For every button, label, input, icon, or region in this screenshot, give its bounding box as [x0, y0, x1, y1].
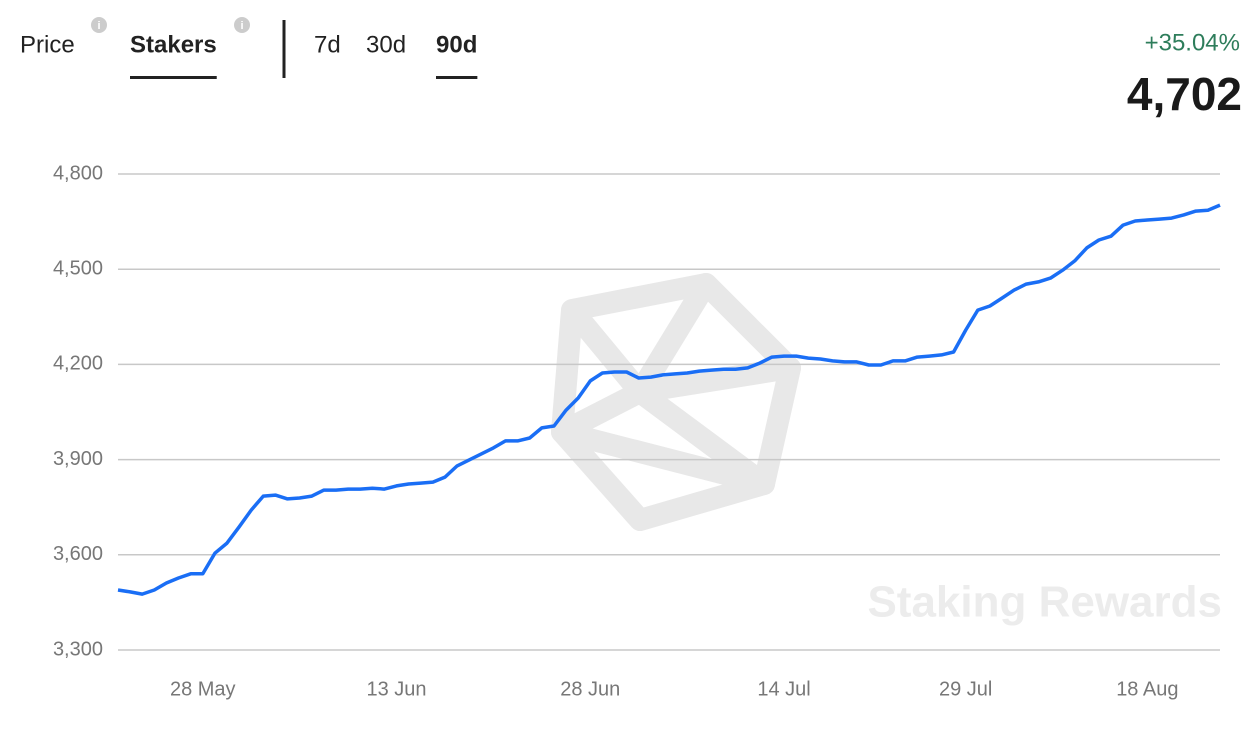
period-tab[interactable]: 30d: [366, 31, 406, 58]
active-underline: [436, 76, 478, 79]
y-tick-label: 3,900: [53, 448, 103, 470]
period-tab[interactable]: 90d: [436, 31, 477, 58]
current-value: 4,702: [1127, 68, 1242, 120]
y-tick-label: 4,800: [53, 162, 103, 184]
y-tick-label: 3,600: [53, 543, 103, 565]
tab[interactable]: Stakers: [130, 31, 217, 58]
tab[interactable]: Price: [20, 31, 75, 58]
x-tick-label: 18 Aug: [1116, 678, 1178, 700]
x-tick-label: 29 Jul: [939, 678, 992, 700]
watermark-logo: [551, 273, 801, 531]
svg-text:i: i: [240, 20, 243, 32]
svg-text:i: i: [97, 20, 100, 32]
y-tick-label: 3,300: [53, 638, 103, 660]
header: Price i Stakers i 7d 30d 90d +35.04% 4,7…: [20, 17, 1242, 120]
info-icon[interactable]: i: [91, 17, 107, 33]
info-icon[interactable]: i: [234, 17, 250, 33]
x-tick-label: 28 Jun: [560, 678, 620, 700]
x-tick-label: 13 Jun: [366, 678, 426, 700]
period-tab[interactable]: 7d: [314, 31, 341, 58]
line: [117, 203, 1221, 596]
x-tick-label: 28 May: [170, 678, 236, 700]
plot: 3,300 3,600 3,900 4,200 4,500 4,800 28 May 13 J…: [53, 162, 1221, 700]
y-tick-label: 4,500: [53, 257, 103, 279]
x-tick-label: 14 Jul: [757, 678, 810, 700]
active-underline: [130, 76, 217, 79]
change: +35.04%: [1145, 29, 1240, 56]
y-tick-label: 4,200: [53, 353, 103, 375]
watermark: Staking Rewards: [867, 578, 1222, 627]
